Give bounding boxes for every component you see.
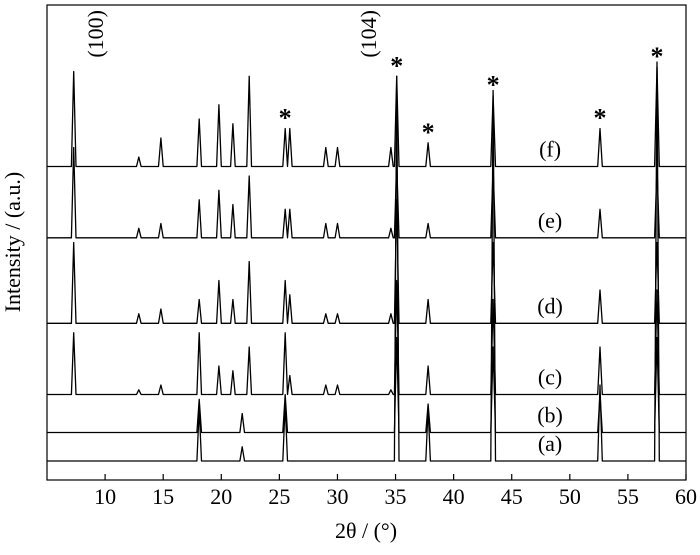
- peak-label: (104): [356, 10, 381, 58]
- series-label: (a): [538, 431, 562, 456]
- peak-marker: *: [650, 42, 663, 71]
- x-axis-label: 2θ / (°): [335, 518, 397, 543]
- series-line: [47, 336, 686, 434]
- series-line: [47, 61, 686, 462]
- x-tick-label: 60: [675, 484, 697, 509]
- x-tick-label: 40: [443, 484, 465, 509]
- peak-marker: *: [279, 104, 292, 133]
- series-label: (e): [538, 208, 562, 233]
- peak-marker: *: [487, 70, 500, 99]
- x-tick-label: 35: [385, 484, 407, 509]
- x-tick-label: 10: [94, 484, 116, 509]
- x-tick-label: 15: [152, 484, 174, 509]
- series-line: [47, 66, 686, 168]
- x-tick-label: 20: [210, 484, 232, 509]
- x-tick-label: 25: [268, 484, 290, 509]
- plot-frame: [46, 4, 687, 481]
- series-line: [47, 146, 686, 239]
- peak-marker: *: [390, 51, 403, 80]
- series-label: (b): [537, 403, 563, 428]
- x-tick-label: 55: [617, 484, 639, 509]
- x-tick-label: 45: [501, 484, 523, 509]
- series-line: [47, 199, 686, 324]
- x-tick-label: 30: [326, 484, 348, 509]
- peak-marker: *: [594, 104, 607, 133]
- peak-label: (100): [83, 10, 108, 58]
- series-label: (c): [538, 365, 562, 390]
- x-tick-label: 50: [559, 484, 581, 509]
- series-label: (d): [537, 293, 563, 318]
- peak-marker: *: [422, 118, 435, 147]
- series-line: [47, 279, 686, 396]
- y-axis-label: Intensity / (a.u.): [0, 172, 25, 313]
- series-label: (f): [539, 137, 561, 162]
